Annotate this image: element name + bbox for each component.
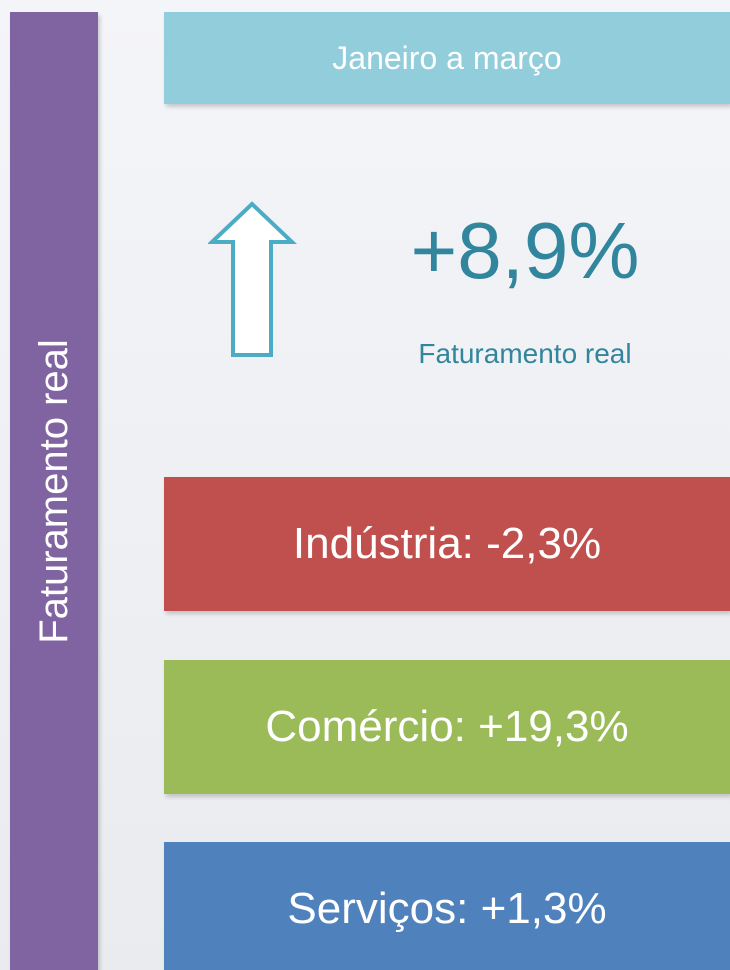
sidebar: Faturamento real: [10, 12, 98, 970]
sector-box: Indústria: -2,3%: [164, 477, 730, 611]
headline-label: Faturamento real: [418, 338, 632, 369]
sector-box: Serviços: +1,3%: [164, 842, 730, 970]
up-arrow: [208, 201, 298, 357]
period-header: Janeiro a março: [164, 12, 730, 104]
sector-box: Comércio: +19,3%: [164, 660, 730, 794]
sidebar-label: Faturamento real: [31, 338, 76, 644]
headline-value: +8,9%: [410, 206, 640, 295]
